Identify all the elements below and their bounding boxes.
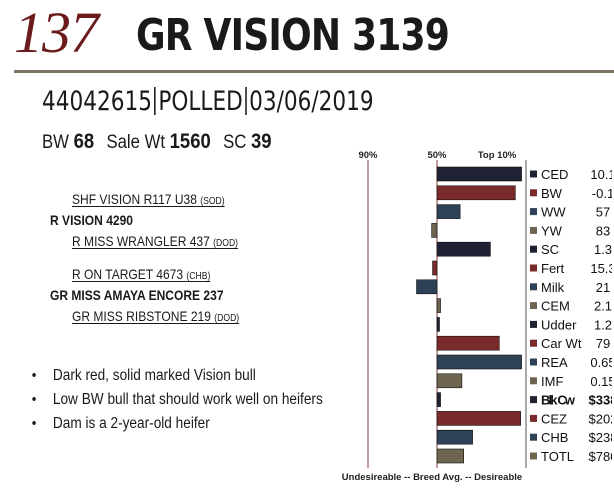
trait-name: BW [541, 186, 563, 201]
legend-marker [530, 320, 537, 328]
registration-number: 44042615 [42, 86, 152, 117]
trait-value: 79 [596, 336, 610, 351]
trait-name: REA [541, 355, 568, 370]
legend-marker [530, 452, 537, 460]
trait-name: IMF [541, 374, 563, 389]
pedigree-sire-sire: SHF VISION R117 U38 (SOD) [72, 191, 225, 207]
legend-marker [530, 433, 537, 441]
trait-value: 2.1 [594, 299, 612, 314]
pedigree-dam: GR MISS AMAYA ENCORE 237 [50, 287, 224, 303]
trait-value: $780 [589, 449, 612, 464]
trait-value: 83 [596, 223, 610, 238]
epd-bar [431, 223, 438, 238]
epd-bar [432, 260, 438, 276]
epd-bar [436, 411, 521, 426]
legend-marker [530, 208, 537, 216]
legend-marker [530, 170, 537, 178]
trait-name: CEZ [541, 411, 567, 426]
epd-bar [436, 448, 465, 464]
epd-bar [436, 185, 516, 201]
epd-bar [436, 317, 440, 332]
trait-value: $202 [589, 411, 612, 426]
epd-bar [436, 392, 441, 407]
legend-marker [530, 414, 537, 422]
trait-value: 57 [596, 205, 610, 220]
trait-value: 0.65 [590, 355, 612, 370]
trait-value: 0.15 [590, 374, 612, 389]
percentile-label: 90% [358, 150, 378, 161]
legend-marker [530, 377, 537, 385]
trait-name: Car Wt [541, 336, 582, 351]
sale-wt-value: 1560 [169, 130, 211, 153]
epd-bar [436, 298, 441, 313]
pedigree-sire-dam: R MISS WRANGLER 437 (DOD) [72, 233, 239, 249]
epd-bar [416, 279, 438, 295]
legend-marker [530, 226, 537, 234]
trait-name: SC [541, 242, 559, 257]
notes-list: Dark red, solid marked Vision bull Low B… [30, 364, 363, 436]
trait-name: WW [541, 205, 566, 220]
epd-bar [436, 335, 500, 351]
bw-value: 68 [73, 130, 95, 153]
legend-marker [530, 396, 537, 404]
trait-name: Milk [541, 280, 565, 295]
note-item: Low BW bull that should work well on hei… [30, 388, 323, 412]
separator [154, 87, 156, 115]
sale-wt-label: Sale Wt [106, 132, 166, 153]
legend-marker [530, 339, 537, 347]
sc-label: SC [223, 132, 247, 153]
registration-line: 44042615 POLLED 03/06/2019 [42, 86, 374, 118]
epd-bar [436, 204, 461, 219]
bull-name: GR VISION 3139 [136, 10, 450, 61]
epd-bar [436, 354, 522, 370]
note-item: Dam is a 2-year-old heifer [30, 412, 323, 436]
birth-date: 03/06/2019 [249, 86, 374, 117]
epd-bar [436, 429, 473, 445]
trait-name: YW [541, 223, 563, 238]
legend-marker [530, 302, 537, 310]
legend-marker [530, 283, 537, 291]
trait-value: $338 [589, 393, 612, 408]
epd-bar [436, 166, 522, 182]
trait-value: 1.2 [594, 317, 612, 332]
trait-value: $238 [589, 430, 612, 445]
trait-value: 21 [596, 280, 610, 295]
trait-name: CHB [541, 430, 568, 445]
trait-name: CED [541, 167, 568, 182]
legend-marker [530, 358, 537, 366]
trait-name: Blk Cw [541, 393, 576, 408]
pedigree-dam-dam: GR MISS RIBSTONE 219 (DOD) [72, 308, 240, 324]
trait-name: CEM [541, 299, 570, 314]
epd-bar [436, 373, 463, 389]
percentile-label: 50% [427, 150, 447, 161]
legend-marker [530, 189, 537, 197]
trait-value: 1.3 [594, 242, 612, 257]
chart-axis-caption: Undesireable -- Breed Avg. -- Desireable [342, 472, 522, 483]
pedigree-sire: R VISION 4290 [50, 212, 133, 228]
lot-number: 137 [14, 0, 99, 65]
trait-name: Fert [541, 261, 565, 276]
weight-stats: BW 68 Sale Wt 1560 SC 39 [42, 130, 272, 155]
bw-label: BW [42, 132, 69, 153]
epd-bar [436, 241, 491, 257]
polled-status: POLLED [158, 86, 243, 117]
trait-value: -0.1 [592, 186, 612, 201]
sc-value: 39 [250, 130, 272, 153]
trait-name: Udder [541, 317, 577, 332]
legend-marker [530, 264, 537, 272]
trait-value: 15.3 [590, 261, 612, 276]
header-divider [14, 70, 614, 73]
separator [245, 87, 247, 115]
pedigree-dam-sire: R ON TARGET 4673 (CHB) [72, 266, 211, 282]
note-item: Dark red, solid marked Vision bull [30, 364, 323, 388]
percentile-label: Top 10% [478, 150, 517, 161]
trait-value: 10.1 [590, 167, 612, 182]
epd-chart: 90% 50% Top 10% CED 10.1 BW -0.1 WW 57 YW 83 SC 1.3 F… [342, 150, 612, 483]
legend-marker [530, 245, 537, 253]
trait-name: TOTL [541, 449, 574, 464]
